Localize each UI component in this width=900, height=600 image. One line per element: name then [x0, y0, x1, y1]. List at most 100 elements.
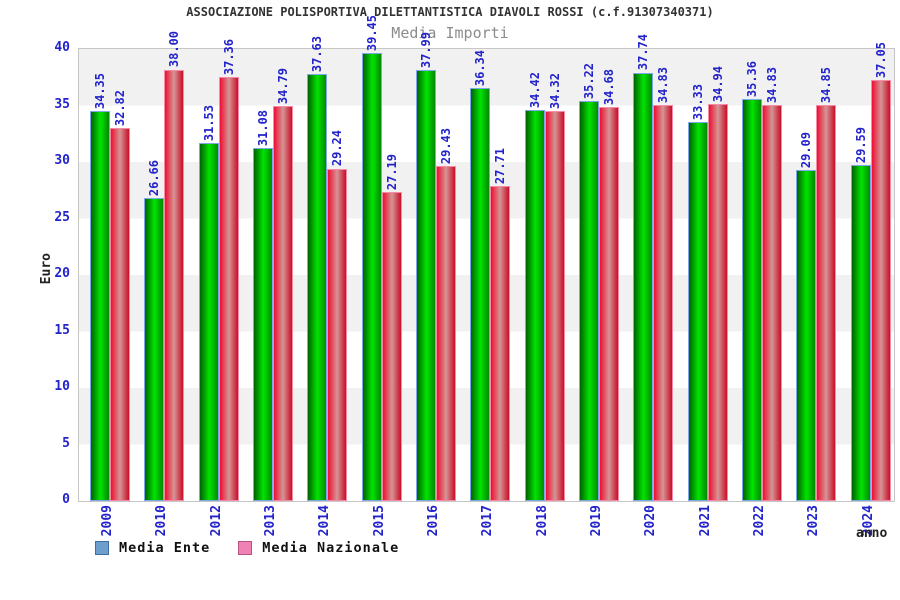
- bar-media-nazionale: [816, 105, 837, 501]
- bar-media-nazionale: [436, 166, 456, 501]
- bar-group-2023: 29.09 34.85: [785, 49, 839, 501]
- bar-media-ente: [361, 53, 382, 501]
- bar-value-label: 36.34: [473, 50, 488, 87]
- bar-value-label: 37.99: [419, 31, 433, 68]
- bar-group-2014: 37.63 29.24: [296, 36, 350, 501]
- bar-media-ente: [579, 101, 599, 501]
- bar-media-ente: [144, 197, 165, 501]
- x-tick-label: 2018: [534, 505, 550, 537]
- x-tick-label: 2010: [154, 505, 170, 537]
- bar-value-label: 27.19: [384, 153, 399, 190]
- bar-value-label: 34.85: [819, 67, 834, 104]
- bar-group-2013: 31.08 34.79: [242, 49, 296, 501]
- bar-media-nazionale: [490, 185, 511, 501]
- bar-media-ente: [524, 110, 545, 501]
- x-tick-label: 2017: [480, 505, 496, 537]
- y-tick-label: 10: [54, 379, 70, 394]
- bar-media-nazionale: [544, 111, 565, 501]
- x-tick-label: 2021: [697, 505, 713, 537]
- y-tick-label: 25: [54, 209, 70, 225]
- bar-group-2022: 35.36 34.83: [731, 49, 785, 501]
- bar-media-nazionale: [381, 191, 402, 501]
- x-tick-label: 2013: [263, 505, 278, 537]
- bar-value-label: 27.71: [493, 147, 508, 184]
- x-tick-label: 2020: [643, 505, 659, 537]
- bar-value-label: 29.59: [853, 126, 868, 163]
- bar-media-nazionale: [653, 105, 674, 501]
- bar-value-label: 35.22: [582, 62, 596, 100]
- bar-media-nazionale: [707, 104, 728, 501]
- y-tick-label: 40: [54, 40, 70, 55]
- legend-item-media-nazionale: Media Nazionale: [238, 540, 399, 556]
- bar-group-2019: 35.22 34.68: [568, 49, 622, 501]
- x-tick-label: 2015: [371, 505, 387, 537]
- x-tick-label: 2012: [208, 505, 224, 537]
- bar-media-nazionale: [273, 105, 293, 501]
- x-tick-label: 2022: [752, 505, 767, 537]
- bar-media-ente: [633, 72, 654, 501]
- bar-value-label: 34.79: [276, 67, 290, 104]
- x-tick-label: 2023: [806, 505, 822, 537]
- bar-media-nazionale: [599, 107, 619, 501]
- bar-value-label: 34.68: [602, 69, 616, 106]
- bar-value-label: 34.83: [765, 67, 779, 104]
- bar-media-ente: [850, 164, 871, 501]
- bar-group-2010: 26.66 38.00: [133, 31, 187, 501]
- bar-group-2009: 34.35 32.82: [79, 49, 133, 501]
- bar-group-2021: 33.33 34.94: [677, 49, 731, 501]
- bar-value-label: 34.83: [656, 67, 671, 104]
- legend: Media Ente Media Nazionale: [95, 540, 399, 556]
- bar-value-label: 35.36: [745, 61, 759, 98]
- bar-media-ente: [307, 73, 328, 501]
- bar-group-2016: 37.99 29.43: [405, 32, 459, 501]
- legend-label: Media Ente: [119, 540, 211, 556]
- bar-group-2018: 34.42 34.32: [514, 49, 568, 501]
- x-tick-label: 2014: [317, 505, 333, 537]
- media-ente-swatch-icon: [95, 541, 109, 555]
- bar-media-nazionale: [218, 76, 239, 501]
- media-nazionale-swatch-icon: [238, 541, 253, 555]
- x-tick-label: 2016: [426, 505, 441, 537]
- y-tick-label: 0: [62, 492, 70, 507]
- bar-value-label: 32.82: [113, 90, 127, 127]
- bar-media-nazionale: [327, 168, 348, 501]
- bar-value-label: 38.00: [167, 31, 182, 68]
- bar-media-ente: [253, 147, 273, 501]
- bar-value-label: 34.32: [547, 73, 562, 110]
- bar-media-ente: [470, 88, 491, 501]
- plot-area: 34.35 32.82 26.66 38.00 31.53 37.36 31.08 34.79…: [78, 15, 895, 502]
- bar-media-ente: [416, 69, 436, 501]
- bar-media-nazionale: [164, 69, 185, 501]
- bar-media-ente: [742, 99, 762, 501]
- bar-group-2012: 31.53 37.36: [188, 39, 242, 501]
- x-axis-title: anno: [856, 526, 888, 541]
- bar-value-label: 34.94: [710, 66, 725, 103]
- y-tick-label: 15: [54, 322, 70, 338]
- bar-media-nazionale: [762, 105, 782, 501]
- bar-group-2017: 36.34 27.71: [459, 49, 513, 501]
- bar-value-label: 37.74: [636, 34, 651, 71]
- bar-value-label: 31.53: [201, 104, 216, 141]
- bar-media-nazionale: [870, 80, 891, 501]
- bar-value-label: 33.33: [690, 84, 705, 121]
- legend-item-media-ente: Media Ente: [95, 540, 210, 556]
- bar-media-ente: [198, 142, 219, 501]
- bar-media-ente: [796, 170, 817, 501]
- y-tick-label: 35: [54, 96, 70, 112]
- bar-media-ente: [687, 122, 708, 501]
- bar-group-2015: 39.45 27.19: [351, 15, 405, 501]
- bar-value-label: 34.35: [93, 72, 107, 109]
- legend-label: Media Nazionale: [262, 540, 400, 556]
- x-tick-label: 2019: [589, 505, 604, 537]
- x-tick-label: 2009: [100, 505, 115, 537]
- bar-value-label: 37.63: [310, 35, 325, 72]
- bar-value-label: 39.45: [364, 15, 379, 52]
- bar-group-2024: 29.59 37.05: [840, 42, 894, 501]
- bar-value-label: 37.05: [873, 42, 888, 79]
- bar-value-label: 31.08: [256, 109, 270, 146]
- bar-media-ente: [90, 110, 110, 501]
- page-title: ASSOCIAZIONE POLISPORTIVA DILETTANTISTIC…: [186, 5, 714, 19]
- bar-group-2020: 37.74 34.83: [622, 34, 676, 501]
- bar-value-label: 37.36: [221, 38, 236, 75]
